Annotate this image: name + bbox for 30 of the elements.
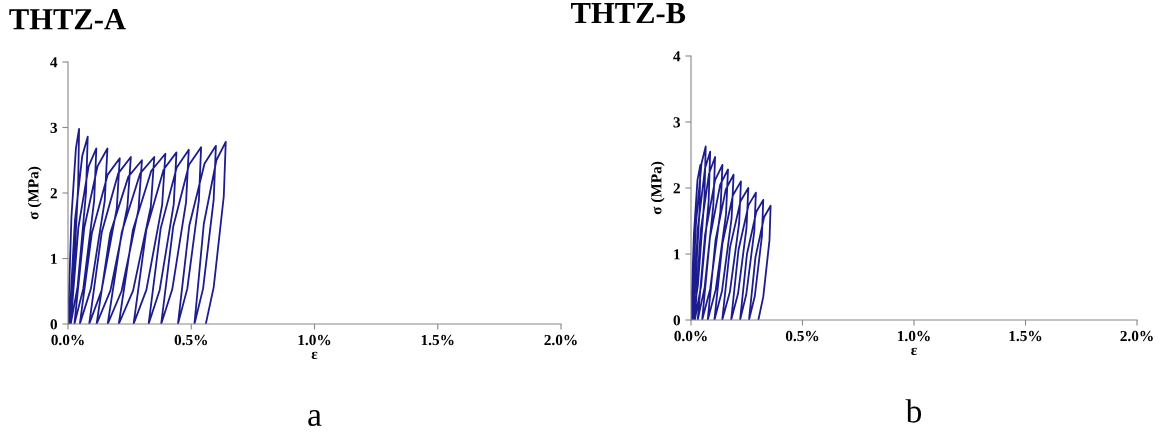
y-axis-title: σ (MPa) <box>27 166 42 220</box>
y-tick-label: 4 <box>673 51 681 62</box>
y-tick-label: 3 <box>50 122 58 133</box>
x-tick-label: 1.0% <box>898 330 930 342</box>
x-tick-label: 0.0% <box>674 330 707 342</box>
x-tick-label: 2.0% <box>1120 330 1153 342</box>
x-tick-label: 2.0% <box>544 334 577 346</box>
text: a <box>308 410 322 427</box>
chart-title: THTZ-B <box>571 3 686 24</box>
x-axis-title: ε <box>911 347 917 356</box>
x-tick-label: 0.0% <box>51 334 84 346</box>
line-series <box>691 145 772 320</box>
y-tick-label: 4 <box>50 57 58 68</box>
x-tick-label: 1.5% <box>421 334 454 346</box>
y-tick-label: 0 <box>50 319 57 330</box>
y-tick-label: 1 <box>51 253 57 264</box>
y-tick-label: 2 <box>673 183 680 194</box>
y-axis-title: σ (MPa) <box>650 161 665 215</box>
text: b <box>905 399 922 423</box>
y-tick-label: 1 <box>674 249 680 260</box>
x-tick-label: 0.5% <box>785 330 819 342</box>
x-axis-title: ε <box>311 351 318 360</box>
x-tick-label: 0.5% <box>174 334 208 346</box>
y-tick-label: 0 <box>673 315 680 326</box>
line-series <box>68 127 227 324</box>
y-tick-label: 2 <box>50 188 57 199</box>
y-tick-label: 3 <box>673 117 681 128</box>
chart-title: THTZ-A <box>9 9 126 30</box>
x-tick-label: 1.0% <box>298 334 331 346</box>
x-tick-label: 1.5% <box>1009 330 1042 342</box>
